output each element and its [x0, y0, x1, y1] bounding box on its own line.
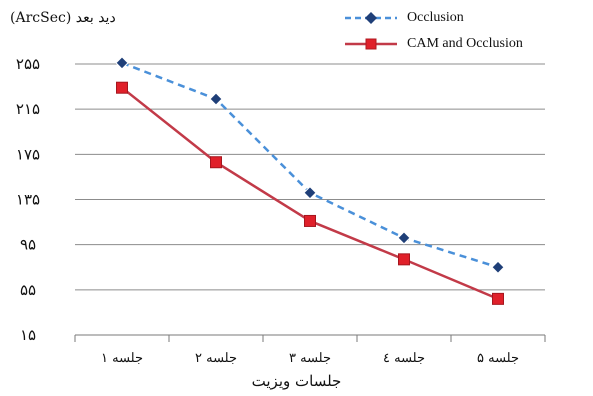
data-point-cam-occlusion — [210, 156, 222, 169]
x-axis-label: جلسات ویزیت — [251, 372, 342, 390]
y-tick-label: ۲۱۵ — [16, 100, 40, 118]
x-tick-label: جلسه ۳ — [289, 351, 331, 366]
data-point-occlusion — [115, 56, 129, 70]
x-tick-label: جلسه ۵ — [477, 351, 519, 366]
y-tick-label: ۹۵ — [20, 236, 36, 254]
y-tick-label: ۱۷۵ — [16, 145, 40, 163]
legend-swatch-occlusion — [345, 12, 397, 24]
legend-swatch-cam-occlusion — [345, 38, 397, 50]
data-point-occlusion — [491, 260, 505, 274]
series-line-occlusion — [121, 61, 499, 269]
y-tick-label: ۱۵ — [20, 326, 36, 344]
y-tick-label: ۵۵ — [20, 281, 36, 299]
legend-label-cam-occlusion: CAM and Occlusion — [407, 36, 523, 51]
data-point-cam-occlusion — [304, 214, 316, 227]
data-point-cam-occlusion — [116, 81, 128, 94]
legend-label-occlusion: Occlusion — [407, 10, 464, 25]
data-point-occlusion — [303, 186, 317, 200]
data-point-occlusion — [397, 231, 411, 245]
y-axis-label: دید بعد (ArcSec) — [10, 10, 116, 26]
y-tick-label: ۱۳۵ — [16, 191, 40, 209]
data-point-occlusion — [209, 92, 223, 106]
data-point-cam-occlusion — [398, 253, 410, 266]
x-tick-label: جلسه ۲ — [195, 351, 237, 366]
data-point-cam-occlusion — [492, 292, 504, 305]
y-tick-label: ۲۵۵ — [16, 55, 40, 73]
legend-item-cam-occlusion: CAM and Occlusion — [343, 36, 523, 52]
x-tick-label: جلسه ٤ — [383, 351, 425, 366]
x-tick-label: جلسه ۱ — [101, 351, 143, 366]
legend-item-occlusion: Occlusion — [343, 10, 464, 26]
